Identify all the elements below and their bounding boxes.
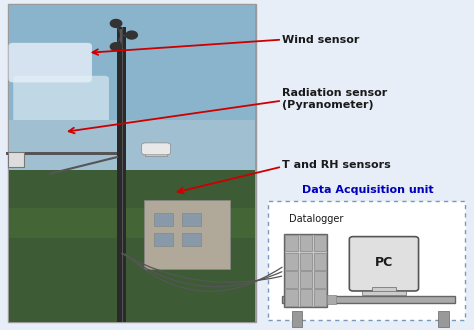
Bar [282,296,455,303]
Bar [285,271,298,288]
Bar [9,120,255,170]
Bar [314,289,326,306]
Bar [285,289,298,306]
Text: Data Acquisition unit: Data Acquisition unit [301,185,433,195]
Circle shape [110,43,122,50]
Bar [9,170,255,322]
FancyBboxPatch shape [349,237,419,291]
Bar [9,208,255,238]
Bar [285,253,298,270]
Bar [300,271,312,288]
Bar [284,234,327,307]
Bar [314,253,326,270]
Bar [292,311,302,327]
Bar [8,4,256,322]
Bar [300,289,312,306]
Bar [9,152,24,167]
FancyBboxPatch shape [142,143,171,155]
Bar [438,311,449,327]
Text: Wind sensor: Wind sensor [282,35,359,45]
Bar [268,201,465,320]
Bar [117,27,126,322]
Bar [144,200,230,269]
FancyBboxPatch shape [13,76,109,123]
Bar [122,27,123,322]
Text: Datalogger: Datalogger [289,214,344,224]
Bar [314,235,326,251]
Text: PC: PC [375,256,393,269]
Bar [314,271,326,288]
Bar [300,253,312,270]
Bar [372,286,396,292]
Bar [154,233,173,246]
Bar [285,235,298,251]
Bar [300,235,312,251]
Circle shape [126,31,137,39]
Bar [327,295,336,304]
Text: Radiation sensor
(Pyranometer): Radiation sensor (Pyranometer) [282,88,387,110]
Bar [146,149,167,156]
Bar [154,213,173,226]
Text: T and RH sensors: T and RH sensors [282,160,391,170]
Bar [6,152,117,155]
FancyBboxPatch shape [9,43,92,82]
Bar [182,233,201,246]
Bar [182,213,201,226]
Circle shape [110,19,122,27]
Bar [362,291,405,295]
Bar [9,5,255,170]
